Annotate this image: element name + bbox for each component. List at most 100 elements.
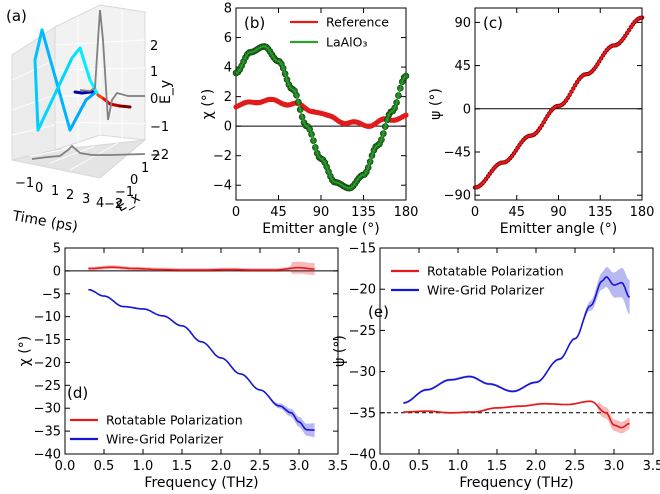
panel-label-c: (c) — [483, 14, 503, 32]
ytick-label-d-3: −25 — [34, 379, 61, 394]
trajectory-segment-16 — [118, 104, 132, 109]
ytick-label-b-1: −2 — [213, 149, 232, 164]
panel-label-e: (e) — [368, 303, 389, 321]
a-ztick-1: 1 — [150, 65, 158, 80]
ytick-label-e-4: −20 — [349, 283, 376, 298]
xtick-label-c-2: 90 — [550, 205, 567, 220]
xlabel-c: Emitter angle (°) — [500, 221, 617, 237]
ytick-label-e-3: −25 — [349, 324, 376, 339]
ytick-label-e-2: −30 — [349, 365, 376, 380]
ylabel-e: ψ (°) — [332, 335, 348, 367]
ytick-label-b-2: 0 — [224, 120, 232, 135]
xlabel-b: Emitter angle (°) — [262, 221, 379, 237]
a-zlabel: E_y — [158, 80, 174, 104]
xtick-label-b-0: 0 — [232, 205, 240, 220]
plot-area-e — [379, 247, 654, 455]
panel-a-3d-plot: 2 1 0 −1 −2 E_y −1 0 1 2 3 4 Time (ps) −… — [6, 4, 174, 235]
xtick-label-c-4: 180 — [630, 205, 655, 220]
panel-label-b: (b) — [244, 14, 265, 32]
xtick-label-b-1: 45 — [270, 205, 287, 220]
ytick-label-d-9: 5 — [53, 242, 61, 257]
series-band-d-0 — [88, 261, 315, 275]
xtick-label-d-5: 2.5 — [250, 459, 271, 474]
ytick-label-b-6: 8 — [224, 2, 232, 17]
ylabel-b: χ (°) — [200, 89, 216, 119]
legend-label-d-1: Wire-Grid Polarizer — [106, 432, 224, 447]
a-ztick-4: −2 — [150, 148, 169, 163]
trajectory-segment-8 — [33, 58, 40, 132]
a-xtick-4: 3 — [82, 192, 90, 207]
trajectory-segment-7 — [33, 28, 44, 62]
ytick-label-e-5: −15 — [349, 242, 376, 257]
trajectory-segment-9 — [36, 56, 74, 132]
ytick-label-b-0: −4 — [213, 179, 232, 194]
plot-area-d — [64, 247, 339, 455]
plot-area-b — [235, 7, 407, 201]
ytick-label-e-1: −35 — [349, 406, 376, 421]
ytick-label-c-0: −90 — [444, 189, 471, 204]
trajectory-segment-4 — [84, 90, 98, 102]
xtick-label-d-3: 1.5 — [172, 459, 193, 474]
ytick-label-d-1: −35 — [34, 425, 61, 440]
xtick-label-d-7: 3.5 — [328, 459, 349, 474]
xlabel-e: Frequency (THz) — [459, 475, 573, 491]
xtick-label-e-1: 0.5 — [409, 459, 430, 474]
ytick-label-b-4: 4 — [224, 61, 232, 76]
panel-e-chart: 0.0 0.5 1.0 1.5 2.0 2.5 3.0 3.5 −40 −35 −30 −25 −20 −… — [332, 242, 660, 492]
ytick-label-b-5: 6 — [224, 31, 232, 46]
e-field-trajectory — [33, 28, 132, 132]
series-line-e-1 — [403, 276, 631, 404]
ytick-label-d-4: −20 — [34, 356, 61, 371]
xtick-label-d-6: 3.0 — [289, 459, 310, 474]
a-z-tick-labels: 2 1 0 −1 −2 — [150, 39, 169, 163]
xtick-label-c-1: 45 — [508, 205, 525, 220]
panel-d-chart: 0.0 0.5 1.0 1.5 2.0 2.5 3.0 3.5 −40 −35 −30 −25 −20 −… — [17, 242, 348, 492]
series-line-d-0 — [88, 266, 315, 271]
a-xtick-5: 4 — [96, 196, 104, 211]
series-line-c-0 — [474, 16, 643, 189]
ytick-label-b-3: 2 — [224, 90, 232, 105]
a-xtick-1: 0 — [35, 181, 43, 196]
xtick-label-b-2: 90 — [313, 205, 330, 220]
series-line-e-0 — [403, 400, 630, 429]
ex-projection-line — [31, 144, 146, 160]
xtick-label-d-4: 2.0 — [211, 459, 232, 474]
xtick-label-b-3: 135 — [351, 205, 376, 220]
ylabel-c: ψ (°) — [428, 88, 444, 120]
a-ytick-1: −1 — [115, 185, 134, 200]
a-x-tick-labels: −1 0 1 2 3 4 — [15, 176, 104, 211]
3d-grid — [11, 8, 146, 171]
ytick-label-d-7: −5 — [42, 287, 61, 302]
ytick-label-c-1: −45 — [444, 146, 471, 161]
legend-label-b-0: Reference — [326, 15, 389, 30]
legend-label-d-0: Rotatable Polarization — [106, 413, 243, 428]
a-xtick-0: −1 — [15, 176, 34, 191]
xtick-label-c-0: 0 — [471, 205, 479, 220]
a-ztick-0: 2 — [150, 39, 158, 54]
legend-label-b-1: LaAlO₃ — [326, 35, 368, 50]
panel-label-d: (d) — [67, 384, 88, 402]
panel-b-chart: 0 45 90 135 180 −4 −2 0 2 4 6 8 Emitter angle (°) χ (… — [200, 2, 418, 238]
xtick-label-d-1: 0.5 — [94, 459, 115, 474]
a-y-tick-labels: −2 −1 0 1 2 — [104, 149, 160, 212]
ytick-label-d-6: −10 — [34, 310, 61, 325]
ytick-label-c-2: 0 — [463, 102, 471, 117]
xtick-label-c-3: 135 — [588, 205, 613, 220]
ytick-label-e-0: −40 — [349, 448, 376, 463]
a-ytick-2: 0 — [130, 173, 138, 188]
trajectory-segment-10 — [70, 46, 82, 60]
a-ytick-4: 2 — [152, 149, 160, 164]
ytick-label-c-4: 90 — [454, 16, 471, 31]
ytick-label-c-3: 45 — [454, 59, 471, 74]
a-ytick-0: −2 — [104, 197, 123, 212]
a-xlabel: Time (ps) — [10, 208, 79, 235]
xtick-label-b-4: 180 — [394, 205, 419, 220]
3d-left-pane — [11, 26, 56, 161]
series-line-b-1 — [235, 45, 407, 189]
xtick-label-e-3: 1.5 — [487, 459, 508, 474]
ytick-label-d-5: −15 — [34, 333, 61, 348]
series-line-d-1 — [88, 288, 315, 431]
panel-a-label: (a) — [6, 7, 27, 25]
